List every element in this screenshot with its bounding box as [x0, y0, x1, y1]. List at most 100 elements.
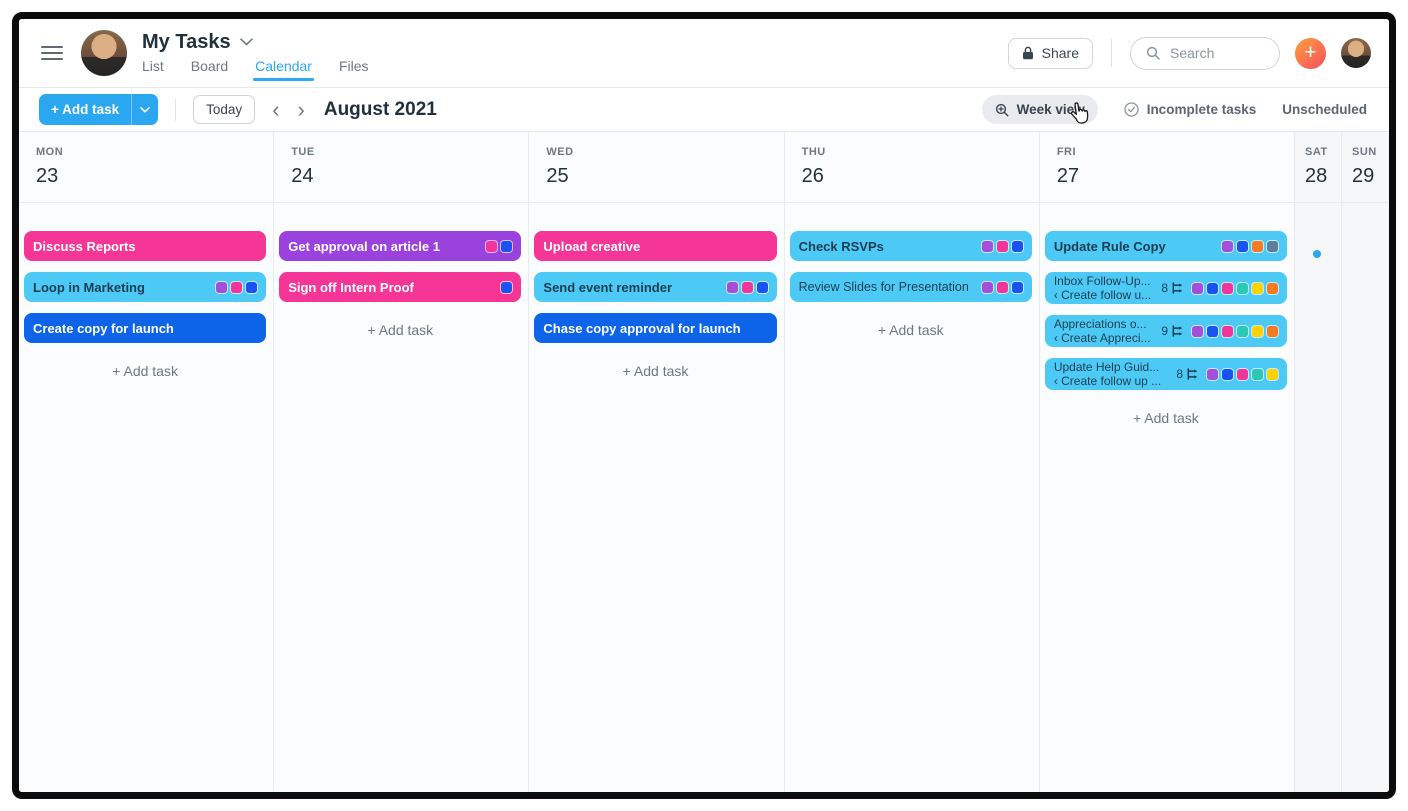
page-title: My Tasks — [142, 30, 231, 53]
task-indicator-dot[interactable] — [1313, 250, 1322, 258]
tag-row — [216, 281, 258, 293]
task-subtitle: ‹ Create Appreci... — [1053, 331, 1151, 345]
day-header: TUE 24 — [274, 132, 529, 203]
app-window: My Tasks List Board Calendar Files — [12, 12, 1396, 799]
day-header: SUN 29 — [1342, 132, 1389, 203]
add-task-link[interactable]: + Add task — [622, 363, 689, 379]
tab-list[interactable]: List — [142, 57, 164, 74]
task-card[interactable]: Chase copy approval for launch — [534, 313, 777, 343]
tag-swatch — [1237, 282, 1249, 294]
subtask-count: 8 — [1161, 281, 1169, 295]
day-body: Upload creative Send event reminder Chase … — [529, 203, 783, 379]
search-icon — [1146, 46, 1160, 60]
add-task-dropdown[interactable] — [131, 94, 158, 125]
day-date: 23 — [36, 165, 59, 187]
day-column-thu: THU 26 Check RSVPs Review Slides for Presen… — [784, 132, 1040, 792]
tab-calendar[interactable]: Calendar — [253, 57, 314, 81]
tag-swatch — [1207, 282, 1219, 294]
task-text: Update Help Guid... ‹ Create follow up ..… — [1054, 360, 1173, 388]
tag-swatch — [1252, 282, 1264, 294]
create-button[interactable]: + — [1295, 37, 1326, 69]
task-card[interactable]: Upload creative — [534, 231, 777, 261]
next-week-button[interactable]: › — [297, 96, 305, 122]
day-date: 25 — [546, 165, 569, 187]
incomplete-tasks-filter[interactable]: Incomplete tasks — [1124, 102, 1256, 117]
task-title: Sign off Intern Proof — [288, 279, 414, 295]
add-task-button-label[interactable]: + Add task — [51, 102, 120, 117]
circle-check-icon — [1124, 102, 1139, 117]
tag-row — [981, 281, 1023, 293]
subtask-branch-icon — [1187, 368, 1198, 380]
view-tabs: List Board Calendar Files — [142, 57, 369, 81]
task-card[interactable]: Sign off Intern Proof — [279, 272, 522, 302]
tag-row — [501, 281, 513, 293]
task-title: Chase copy approval for launch — [543, 320, 741, 336]
subtask-branch-icon — [1172, 325, 1183, 337]
add-task-link[interactable]: + Add task — [1133, 410, 1199, 426]
add-task-link[interactable]: + Add task — [367, 322, 434, 338]
chevron-down-icon — [140, 106, 150, 113]
task-text: Discuss Reports — [33, 239, 257, 254]
hamburger-menu-icon[interactable] — [41, 46, 63, 60]
project-avatar[interactable] — [81, 30, 127, 76]
day-name: FRI — [1056, 146, 1077, 158]
tag-swatch — [216, 281, 228, 293]
tag-swatch — [756, 281, 768, 293]
task-card[interactable]: Create copy for launch — [24, 313, 267, 343]
task-card[interactable]: Discuss Reports — [24, 231, 267, 261]
task-title: Inbox Follow-Up... — [1053, 274, 1151, 288]
task-text: Sign off Intern Proof — [288, 280, 495, 295]
tab-files[interactable]: Files — [338, 57, 369, 74]
task-text: Appreciations o... ‹ Create Appreci... — [1054, 317, 1158, 345]
task-card[interactable]: Review Slides for Presentation — [789, 272, 1032, 302]
tag-swatch — [1222, 240, 1234, 252]
task-card[interactable]: Loop in Marketing — [24, 272, 267, 302]
chevron-down-icon[interactable] — [239, 38, 253, 46]
task-title: Loop in Marketing — [33, 279, 145, 295]
tag-swatch — [981, 281, 993, 293]
add-task-link[interactable]: + Add task — [877, 322, 944, 338]
unscheduled-button[interactable]: Unscheduled — [1282, 102, 1367, 117]
task-card[interactable]: Check RSVPs — [789, 231, 1032, 261]
title-block: My Tasks List Board Calendar Files — [142, 30, 369, 81]
user-avatar[interactable] — [1341, 38, 1371, 68]
day-body: Get approval on article 1 Sign off Intern… — [274, 203, 528, 338]
tag-swatch — [741, 281, 753, 293]
prev-week-button[interactable]: ‹ — [272, 96, 280, 122]
tag-swatch — [1267, 240, 1279, 252]
day-column-mon: MON 23 Discuss Reports Loop in Marketing Cre… — [19, 132, 275, 792]
task-card[interactable]: Update Help Guid... ‹ Create follow up ..… — [1044, 358, 1288, 390]
tab-board[interactable]: Board — [190, 57, 229, 74]
tag-row — [726, 281, 768, 293]
share-button[interactable]: Share — [1007, 37, 1093, 69]
tag-swatch — [1252, 325, 1264, 337]
month-title: August 2021 — [323, 98, 437, 120]
tag-row — [981, 240, 1023, 252]
task-card[interactable]: Appreciations o... ‹ Create Appreci... 9 — [1044, 315, 1288, 347]
task-title: Appreciations o... — [1053, 317, 1147, 331]
task-text: Loop in Marketing — [33, 280, 210, 295]
tag-swatch — [1252, 240, 1264, 252]
tag-swatch — [246, 281, 258, 293]
week-view-label: Week view — [1016, 102, 1085, 117]
add-task-split-button[interactable]: + Add task — [39, 94, 159, 125]
search-input[interactable]: Search — [1130, 36, 1280, 70]
task-card[interactable]: Inbox Follow-Up... ‹ Create follow u... 8 — [1044, 272, 1288, 304]
task-text: Update Rule Copy — [1054, 239, 1216, 254]
day-date: 27 — [1056, 165, 1080, 187]
week-view-button[interactable]: Week view — [981, 95, 1098, 124]
day-name: SAT — [1305, 146, 1328, 158]
task-title: Upload creative — [543, 238, 641, 254]
share-label: Share — [1041, 45, 1079, 61]
task-card[interactable]: Send event reminder — [534, 272, 777, 302]
tag-swatch — [726, 281, 738, 293]
day-column-sun: SUN 29 — [1342, 132, 1389, 792]
task-card[interactable]: Get approval on article 1 — [279, 231, 522, 261]
tag-swatch — [996, 240, 1008, 252]
task-title: Update Rule Copy — [1053, 238, 1166, 254]
add-task-link[interactable]: + Add task — [112, 363, 178, 379]
task-title: Create copy for launch — [33, 320, 174, 336]
tag-swatch — [1252, 368, 1264, 380]
task-card[interactable]: Update Rule Copy — [1044, 231, 1288, 261]
today-button[interactable]: Today — [193, 95, 256, 124]
